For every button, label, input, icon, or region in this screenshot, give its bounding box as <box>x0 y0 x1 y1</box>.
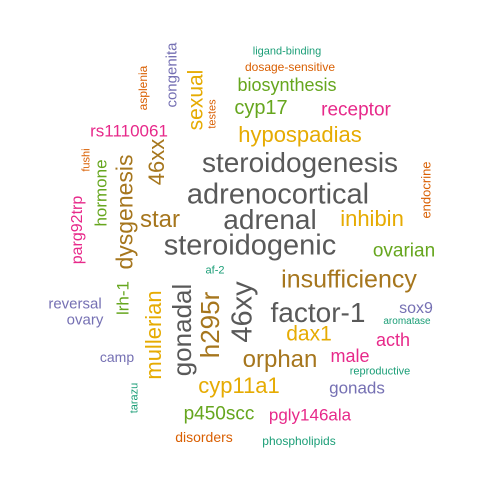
word-adrenal: adrenal <box>223 204 317 235</box>
word-endocrine: endocrine <box>418 161 434 219</box>
word-congenita: congenita <box>163 42 181 108</box>
word-cyp17: cyp17 <box>234 97 288 119</box>
word-receptor: receptor <box>321 99 391 121</box>
word-acth: acth <box>375 330 411 350</box>
word-46xy: 46xy <box>226 281 259 343</box>
word-mullerian: mullerian <box>141 290 166 380</box>
word-ovarian: ovarian <box>372 240 436 262</box>
word-testes: testes <box>206 99 219 129</box>
word-reversal: reversal <box>48 295 102 313</box>
word-dosage-sensitive: dosage-sensitive <box>244 60 336 74</box>
word-aromatase: aromatase <box>383 316 431 327</box>
word-tarazu: tarazu <box>128 382 141 414</box>
word-asplenia: asplenia <box>136 65 150 111</box>
word-h295r: h295r <box>195 291 225 359</box>
word-hormone: hormone <box>91 159 111 227</box>
word-biosynthesis: biosynthesis <box>237 75 337 95</box>
word-inhibin: inhibin <box>340 206 404 231</box>
word-gonadal: gonadal <box>167 283 197 377</box>
word-dax1: dax1 <box>286 322 332 346</box>
word-ligand-binding: ligand-binding <box>252 45 322 58</box>
word-factor-1: factor-1 <box>270 297 366 328</box>
word-phospholipids: phospholipids <box>262 434 336 448</box>
word-star: star <box>139 206 181 233</box>
word-dysgenesis: dysgenesis <box>111 154 138 270</box>
word-sox9: sox9 <box>399 300 433 317</box>
word-hypospadias: hypospadias <box>238 122 362 147</box>
word-fushi: fushi <box>80 148 93 172</box>
word-adrenocortical: adrenocortical <box>186 178 370 211</box>
word-rs1110061: rs1110061 <box>90 121 168 141</box>
word-ovary: ovary <box>66 311 104 329</box>
word-insufficiency: insufficiency <box>281 265 417 294</box>
word-gonads: gonads <box>329 378 385 398</box>
word-steroidogenic: steroidogenic <box>163 229 337 262</box>
word-male: male <box>330 346 370 366</box>
word-orphan: orphan <box>242 346 318 373</box>
word-46xx: 46xx <box>144 138 169 186</box>
word-af-2: af-2 <box>205 264 225 277</box>
word-p450scc: p450scc <box>183 403 255 425</box>
word-cyp11a1: cyp11a1 <box>198 373 280 398</box>
word-parg92trp: parg92trp <box>69 195 86 265</box>
word-sexual: sexual <box>184 69 208 131</box>
word-disorders: disorders <box>175 429 233 445</box>
word-steroidogenesis: steroidogenesis <box>201 147 399 178</box>
word-lrh-1: lrh-1 <box>113 280 133 316</box>
word-pgly146ala: pgly146ala <box>268 405 352 425</box>
word-camp: camp <box>99 349 135 365</box>
word-reproductive: reproductive <box>349 365 411 378</box>
